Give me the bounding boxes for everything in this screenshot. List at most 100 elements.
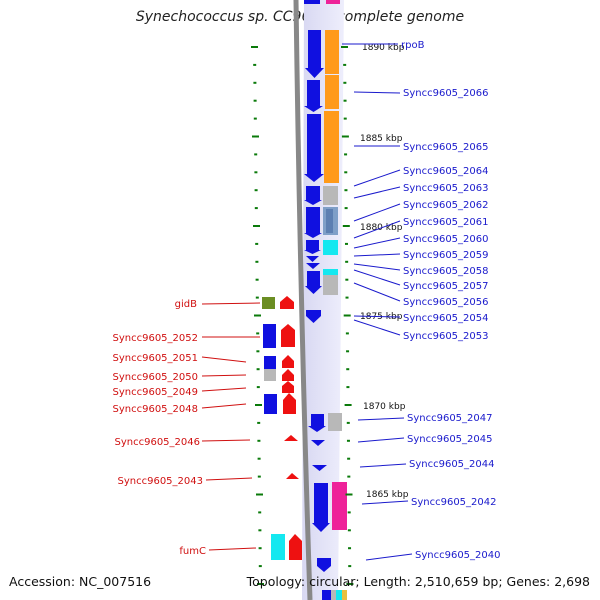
gene-2064-arrow bbox=[306, 186, 320, 200]
leader-line bbox=[201, 387, 247, 392]
scale-tick bbox=[256, 386, 260, 389]
leader-line bbox=[353, 263, 401, 271]
scale-ticks bbox=[251, 46, 354, 585]
scale-tick bbox=[346, 439, 350, 442]
gene-2065-arrow bbox=[307, 114, 321, 174]
scale-tick bbox=[254, 171, 258, 174]
scale-tick bbox=[344, 404, 352, 406]
scale-tick bbox=[347, 511, 351, 514]
scale-tick bbox=[346, 350, 350, 353]
gene-2057-arrow bbox=[307, 271, 320, 286]
gene-label: Syncc9605_2056 bbox=[403, 297, 489, 308]
gene-rpoB-arrowhead bbox=[305, 68, 324, 78]
scale-tick bbox=[346, 583, 354, 585]
gene-2059-arrow bbox=[306, 256, 319, 262]
scale-label: 1870 kbp bbox=[363, 402, 406, 412]
gene-label: Syncc9605_2050 bbox=[113, 372, 199, 383]
scale-tick bbox=[345, 278, 349, 281]
scale-tick bbox=[348, 565, 352, 568]
scale-tick bbox=[345, 332, 349, 335]
scale-tick bbox=[258, 511, 262, 514]
leader-line bbox=[353, 220, 401, 239]
gene-label: Syncc9605_2048 bbox=[113, 404, 199, 415]
gene-label: Syncc9605_2065 bbox=[403, 142, 489, 153]
scale-tick bbox=[255, 296, 259, 299]
cog-2047 bbox=[328, 413, 342, 431]
cog-rpoB bbox=[325, 30, 339, 74]
map-title: Synechococcus sp. CC9605, complete genom… bbox=[135, 9, 465, 25]
gene-2042-arrow bbox=[314, 483, 328, 523]
gene-2058-arrow bbox=[306, 263, 320, 269]
gene-gidB bbox=[280, 296, 294, 309]
gene-2047-arrowhead bbox=[308, 426, 326, 432]
reverse-label-texts: gidB Syncc9605_2052 Syncc9605_2051 Syncc… bbox=[113, 299, 207, 557]
scale-tick bbox=[347, 475, 351, 478]
gene-2051 bbox=[282, 355, 294, 368]
gene-label-rpoB: rpoB bbox=[401, 40, 425, 51]
scale-tick bbox=[257, 457, 261, 460]
gene-label: Syncc9605_2066 bbox=[403, 88, 489, 99]
scale-tick bbox=[258, 529, 262, 532]
gene-label: Syncc9605_2049 bbox=[113, 387, 199, 398]
gene-2054-arrow bbox=[306, 310, 321, 323]
forward-gene-column bbox=[304, 30, 331, 572]
gene-2047-arrow bbox=[311, 414, 324, 426]
cog-2058 bbox=[323, 269, 338, 275]
scale-tick bbox=[346, 386, 350, 389]
gene-2046 bbox=[284, 435, 298, 441]
leader-line bbox=[353, 186, 401, 199]
reverse-labels bbox=[201, 302, 261, 551]
cog-2050 bbox=[264, 369, 276, 381]
chromosome-backbone bbox=[293, 0, 313, 600]
forward-cog-column bbox=[322, 30, 347, 600]
scale-label-group: 1890 kbp 1885 kbp 1880 kbp 1875 kbp 1870… bbox=[360, 43, 409, 500]
scale-tick bbox=[344, 207, 348, 210]
scale-tick bbox=[345, 296, 349, 299]
scale-tick bbox=[255, 260, 259, 263]
leader-line bbox=[353, 315, 401, 318]
gene-label-gidB: gidB bbox=[175, 299, 197, 310]
gene-2048-blue bbox=[264, 394, 277, 414]
leader-line bbox=[205, 477, 253, 481]
scale-tick bbox=[343, 81, 347, 84]
leader-line bbox=[201, 302, 261, 305]
scale-tick bbox=[251, 46, 258, 48]
scale-tick bbox=[257, 421, 261, 424]
gene-label: Syncc9605_2040 bbox=[415, 550, 501, 561]
scale-tick bbox=[253, 63, 257, 66]
leader-line bbox=[353, 237, 401, 249]
leader-line bbox=[365, 553, 413, 561]
clipped-feature-top-pink bbox=[326, 0, 340, 4]
scale-label: 1890 kbp bbox=[362, 43, 405, 53]
leader-line bbox=[353, 169, 401, 187]
gene-label: Syncc9605_2059 bbox=[403, 250, 489, 261]
cog-2042 bbox=[332, 482, 347, 530]
scale-tick bbox=[254, 207, 258, 210]
gene-2052 bbox=[281, 324, 295, 347]
scale-tick bbox=[344, 189, 348, 192]
leader-line bbox=[353, 319, 401, 336]
cog-2065 bbox=[324, 111, 339, 183]
leader-line bbox=[357, 437, 405, 443]
gene-label: Syncc9605_2043 bbox=[118, 476, 204, 487]
gene-2064-arrowhead bbox=[304, 200, 322, 205]
reverse-gene-column bbox=[262, 296, 302, 560]
scale-label: 1885 kbp bbox=[360, 134, 403, 144]
scale-tick bbox=[344, 242, 348, 245]
genome-summary-text: Topology: circular; Length: 2,510,659 bp… bbox=[246, 574, 590, 589]
gene-2062-arrowhead bbox=[304, 233, 322, 238]
leader-line bbox=[361, 500, 409, 505]
gene-label: Syncc9605_2044 bbox=[409, 459, 495, 470]
scale-tick bbox=[254, 314, 261, 317]
scale-tick bbox=[257, 439, 261, 442]
cog-2062-inner bbox=[326, 209, 333, 233]
leader-line bbox=[353, 269, 401, 286]
scale-tick bbox=[253, 99, 257, 102]
scale-tick bbox=[252, 135, 259, 138]
cog-bottom-gold bbox=[342, 590, 347, 600]
gene-fumC bbox=[289, 534, 302, 560]
leader-line bbox=[359, 463, 407, 468]
cog-2057 bbox=[323, 275, 338, 295]
clipped-feature-top-blue bbox=[304, 0, 320, 4]
